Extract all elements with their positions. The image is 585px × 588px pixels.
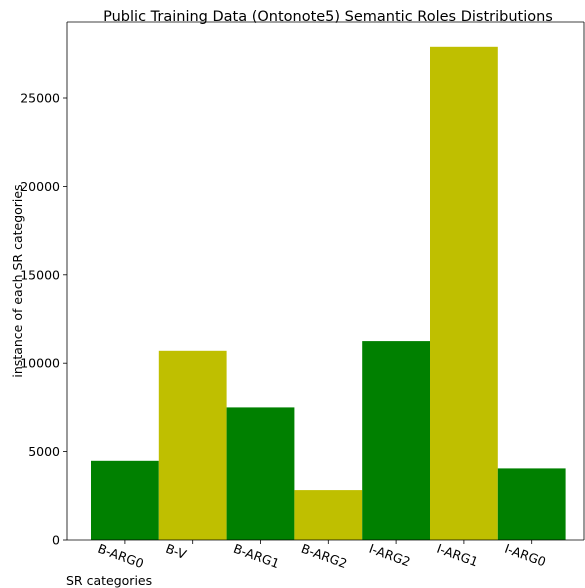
x-tick-label: I-ARG2 bbox=[367, 541, 412, 570]
x-tick-label: B-ARG0 bbox=[96, 541, 146, 571]
y-tick-label: 20000 bbox=[20, 179, 60, 194]
y-tick-label: 5000 bbox=[28, 444, 60, 459]
x-axis-label: SR categories bbox=[66, 573, 152, 588]
bar-i-arg2 bbox=[362, 341, 430, 540]
y-tick-label: 10000 bbox=[20, 356, 60, 371]
chart-title: Public Training Data (Ontonote5) Semanti… bbox=[103, 9, 553, 25]
bar-b-arg0 bbox=[91, 460, 159, 540]
x-tick-label: B-V bbox=[164, 541, 189, 562]
x-tick-label: I-ARG0 bbox=[503, 541, 548, 570]
x-tick-label: B-ARG2 bbox=[299, 541, 349, 571]
y-ticks-group: 0 5000 10000 15000 20000 25000 bbox=[20, 91, 67, 548]
y-tick-label: 15000 bbox=[20, 267, 60, 282]
bar-b-v bbox=[158, 350, 227, 540]
bar-i-arg1 bbox=[430, 46, 498, 541]
y-tick-label: 25000 bbox=[20, 91, 60, 106]
x-tick-label: B-ARG1 bbox=[231, 541, 281, 571]
y-axis-label: instance of each SR categories bbox=[10, 184, 25, 377]
bars-group bbox=[91, 46, 566, 541]
bar-i-arg0 bbox=[497, 468, 566, 540]
bar-b-arg2 bbox=[294, 490, 363, 540]
x-tick-label: I-ARG1 bbox=[435, 541, 480, 570]
bar-b-arg1 bbox=[226, 407, 295, 540]
x-ticks-group: B-ARG0 B-V B-ARG1 B-ARG2 I-ARG2 I-ARG1 I-ARG0 bbox=[96, 540, 548, 571]
y-tick-label: 0 bbox=[52, 533, 60, 548]
